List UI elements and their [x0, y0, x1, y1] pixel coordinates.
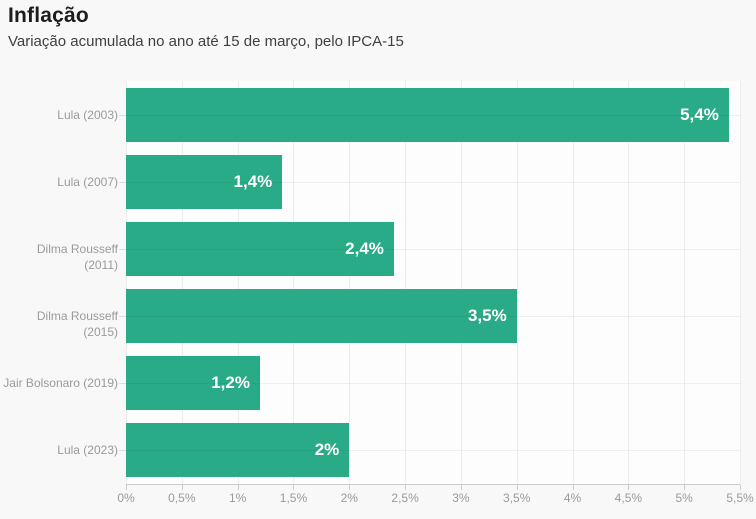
chart-subtitle: Variação acumulada no ano até 15 de març… — [8, 33, 404, 50]
category-label: Dilma Rousseff (2015) — [36, 309, 118, 340]
chart-title: Inflação — [8, 4, 89, 27]
bar-value-label: 1,4% — [233, 171, 273, 191]
gridline-vertical — [181, 81, 183, 484]
x-tick-label: 0,5% — [168, 491, 196, 505]
category-tick — [119, 114, 126, 116]
gridline-horizontal — [126, 450, 740, 452]
x-axis-tick — [349, 485, 351, 490]
gridline-vertical — [126, 81, 127, 484]
bar-value-label: 3,5% — [467, 306, 507, 326]
gridline-vertical — [349, 81, 351, 484]
gridline-vertical — [516, 81, 518, 484]
x-axis-tick — [516, 485, 518, 490]
bar: 2% — [126, 423, 350, 478]
category-tick — [119, 181, 126, 183]
gridline-vertical — [237, 81, 239, 484]
x-axis-tick — [405, 485, 407, 490]
x-tick-label: 2,5% — [391, 491, 419, 505]
x-axis-tick — [572, 485, 574, 490]
gridline-horizontal — [126, 383, 740, 385]
x-axis-tick — [628, 485, 630, 490]
gridline-vertical — [405, 81, 407, 484]
bar: 3,5% — [126, 289, 517, 344]
x-axis-tick — [684, 485, 686, 490]
x-tick-label: 4% — [563, 491, 582, 505]
x-axis-tick — [740, 485, 741, 490]
gridline-vertical — [740, 81, 741, 484]
bar: 1,4% — [126, 154, 283, 209]
x-tick-label: 5,5% — [726, 491, 754, 505]
gridline-vertical — [293, 81, 295, 484]
x-tick-label: 2% — [340, 491, 358, 505]
x-axis-tick — [237, 485, 239, 490]
gridline-vertical — [628, 81, 630, 484]
bar: 2,4% — [126, 221, 394, 276]
category-tick — [119, 450, 126, 452]
x-tick-label: 1,5% — [279, 491, 308, 505]
plot-area: 5,4% 1,4% 2,4% 3,5% 1,2% 2% — [126, 81, 741, 485]
gridline-vertical — [684, 81, 686, 484]
gridline-vertical — [572, 81, 574, 484]
x-axis-tick — [293, 485, 295, 490]
x-axis-tick — [126, 485, 127, 490]
x-tick-label: 3,5% — [503, 491, 531, 505]
x-tick-label: 0% — [117, 491, 135, 505]
x-tick-label: 4,5% — [614, 491, 643, 505]
bar-value-label: 5,4% — [680, 104, 719, 124]
x-tick-label: 5% — [675, 491, 693, 505]
category-label: Lula (2023) — [57, 443, 118, 458]
category-tick — [119, 248, 126, 250]
gridline-horizontal — [126, 114, 740, 116]
x-tick-label: 3% — [452, 491, 470, 505]
gridline-horizontal — [126, 181, 740, 183]
category-label: Lula (2003) — [57, 107, 118, 122]
bar: 5,4% — [126, 87, 729, 142]
category-label: Lula (2007) — [57, 174, 118, 189]
x-axis-tick — [460, 485, 462, 490]
x-axis-tick — [181, 485, 183, 490]
gridline-horizontal — [126, 316, 740, 318]
bar-value-label: 1,2% — [211, 373, 250, 393]
category-label: Dilma Rousseff (2011) — [36, 241, 118, 272]
gridline-vertical — [460, 81, 462, 484]
category-tick — [119, 316, 126, 318]
bar-value-label: 2,4% — [345, 238, 384, 258]
category-tick — [119, 383, 126, 385]
category-label: Jair Bolsonaro (2019) — [3, 376, 118, 391]
x-tick-label: 1% — [228, 491, 247, 505]
bar: 1,2% — [126, 356, 260, 411]
gridline-horizontal — [126, 248, 740, 250]
bar-value-label: 2% — [314, 440, 340, 460]
